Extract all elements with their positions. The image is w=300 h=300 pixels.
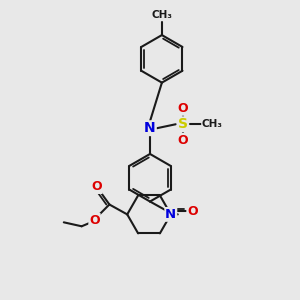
Text: O: O: [177, 134, 188, 147]
Text: N: N: [165, 208, 176, 221]
Text: CH₃: CH₃: [152, 10, 172, 20]
Text: O: O: [91, 180, 102, 193]
Text: N: N: [144, 121, 156, 135]
Text: O: O: [187, 205, 198, 218]
Text: CH₃: CH₃: [202, 119, 223, 129]
Text: S: S: [178, 117, 188, 131]
Text: O: O: [177, 102, 188, 115]
Text: O: O: [89, 214, 100, 227]
